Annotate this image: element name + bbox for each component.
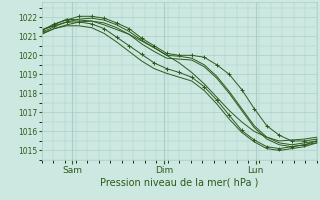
X-axis label: Pression niveau de la mer( hPa ): Pression niveau de la mer( hPa )	[100, 177, 258, 187]
